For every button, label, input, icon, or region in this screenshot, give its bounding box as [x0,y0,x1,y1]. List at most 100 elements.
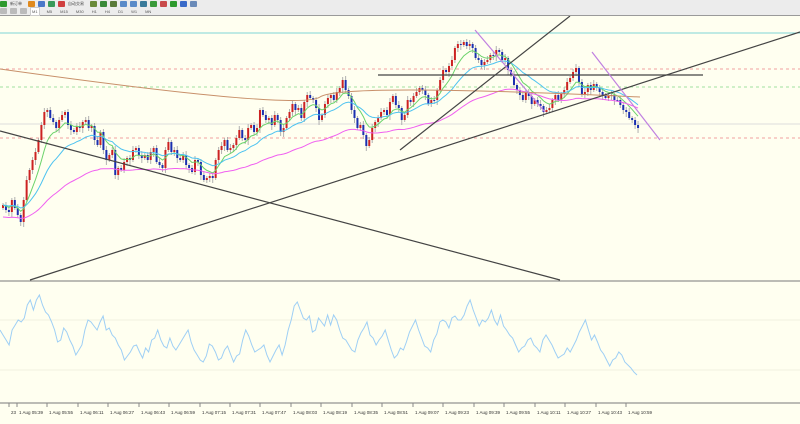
candle-body [347,90,350,96]
time-axis-label: 1 Aug 06:11 [80,410,104,415]
candle-body [226,140,229,150]
candle-body [563,90,566,94]
candle-body [276,115,279,120]
timeframe-mn[interactable]: MN [145,8,152,14]
candle-body [58,120,61,128]
indicators-icon[interactable] [170,1,177,7]
candle-body [530,96,533,104]
timeframe-h4[interactable]: H4 [104,8,110,14]
candle-body [114,150,117,175]
timeframe-w1[interactable]: W1 [131,8,138,14]
timeframe-h1[interactable]: H1 [91,8,97,14]
text-tool-icon[interactable] [10,8,17,14]
candle-body [291,104,294,112]
candle-body [306,95,309,102]
time-axis-label: 1 Aug 08:03 [293,410,318,415]
candle-body [622,105,625,110]
cursor-icon[interactable] [0,8,7,14]
zoom-out-icon[interactable] [130,1,137,7]
chart-canvas[interactable]: 23 1 Aug 05:39 1 Aug 05:55 1 Aug 06:11 1 Aug… [0,15,800,419]
navigator-icon[interactable] [48,1,55,7]
candle-body [495,50,498,56]
candle-chart-icon[interactable] [100,1,107,7]
candle-body [471,44,474,48]
candle-body [321,115,323,120]
candle-body [282,128,285,132]
time-axis-label: 1 Aug 07:47 [262,410,287,415]
candle-body [400,108,403,120]
auto-trading-icon[interactable] [28,1,35,7]
trendline[interactable] [0,130,561,281]
candle-body [193,160,196,172]
candle-body [403,115,406,120]
candle-body [583,92,586,95]
candle-body [515,85,518,90]
candle-body [55,122,58,128]
candle-body [61,115,64,120]
chart-shift-icon[interactable] [160,1,167,7]
toolbar-label[interactable]: 自动交易 [68,1,84,6]
trendline[interactable] [474,29,546,113]
periods-icon[interactable] [180,1,187,7]
candle-body [533,100,536,104]
candle-body [465,42,468,46]
candle-body [329,95,332,98]
time-axis-label: 1 Aug 09:07 [415,410,440,415]
candle-body [294,104,297,110]
candle-body [2,205,4,208]
toolbar-label[interactable]: 新订单 [10,1,22,6]
candle-body [64,112,67,115]
candle-body [66,112,69,125]
time-axis-label: 1 Aug 10:27 [567,410,592,415]
candle-body [267,118,270,120]
timeframe-m30[interactable]: M30 [75,8,84,14]
candle-body [167,142,170,150]
auto-scroll-icon[interactable] [150,1,157,7]
time-axis-label: 1 Aug 05:39 [19,410,44,415]
candle-body [264,115,267,120]
candle-body [34,152,37,160]
candle-body [25,180,28,200]
candle-body [580,82,583,95]
candle-body [338,88,341,92]
candle-body [16,208,19,215]
trendline[interactable] [29,31,800,281]
expert-icon[interactable] [58,1,65,7]
candle-body [117,168,120,175]
timeframe-m5[interactable]: M5 [46,8,53,14]
candle-body [196,160,199,162]
candle-body [99,132,102,145]
chart-window-icon[interactable] [38,1,45,7]
templates-icon[interactable] [190,1,197,7]
new-order-icon[interactable] [0,1,7,7]
candle-body [557,95,560,100]
tile-icon[interactable] [140,1,147,7]
price-chart[interactable]: 23 1 Aug 05:39 1 Aug 05:55 1 Aug 06:11 1 Aug… [0,15,800,419]
candle-body [241,130,244,138]
candle-body [256,128,259,132]
line-chart-icon[interactable] [110,1,117,7]
candle-body [566,82,569,90]
candle-body [433,100,436,101]
candle-body [185,155,188,165]
timeframe-m15[interactable]: M15 [60,8,68,14]
timeframe-m1[interactable]: M1 [30,6,40,16]
moving-average-slow [2,88,639,219]
candle-body [468,44,471,46]
zoom-in-icon[interactable] [120,1,127,7]
moving-average-long [0,68,641,101]
candle-body [439,80,442,90]
candle-body [279,120,282,132]
bar-chart-icon[interactable] [90,1,97,7]
oscillator-line [0,293,638,376]
candle-body [120,168,123,170]
draw-tool-icon[interactable] [20,8,27,14]
candle-body [445,70,448,72]
candle-body [247,128,250,140]
candle-body [385,110,388,115]
trendline[interactable] [399,15,571,151]
timeframe-d1[interactable]: D1 [117,8,124,14]
candle-body [208,176,211,178]
trendline[interactable] [591,51,661,141]
candle-body [368,140,371,146]
